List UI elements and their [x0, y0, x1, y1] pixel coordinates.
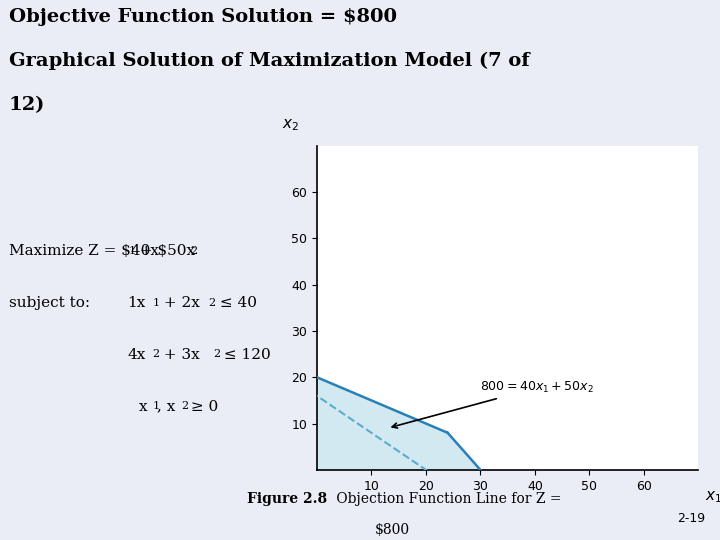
- Text: $800: $800: [375, 523, 410, 537]
- Text: 2: 2: [213, 349, 220, 360]
- Text: Figure 2.8: Figure 2.8: [247, 492, 327, 506]
- Text: + 3x: + 3x: [158, 348, 199, 362]
- Text: 1: 1: [153, 401, 160, 411]
- Text: subject to:: subject to:: [9, 296, 90, 310]
- Text: 1: 1: [153, 298, 160, 308]
- Text: ≤ 40: ≤ 40: [215, 296, 257, 310]
- Text: ≤ 120: ≤ 120: [219, 348, 271, 362]
- Polygon shape: [317, 377, 480, 470]
- Text: 2: 2: [181, 401, 189, 411]
- Text: Maximize Z = $40x: Maximize Z = $40x: [9, 244, 159, 258]
- Text: $800 = 40x_1 + 50x_2$: $800 = 40x_1 + 50x_2$: [392, 380, 594, 428]
- Text: x: x: [139, 400, 148, 414]
- Text: 4x: 4x: [127, 348, 145, 362]
- Text: 1x: 1x: [127, 296, 145, 310]
- Text: 1: 1: [128, 246, 135, 256]
- Text: 2: 2: [209, 298, 216, 308]
- Text: Objective Function Solution = $800: Objective Function Solution = $800: [9, 8, 397, 26]
- Text: ≥ 0: ≥ 0: [186, 400, 218, 414]
- Text: , x: , x: [157, 400, 176, 414]
- X-axis label: $x_1$: $x_1$: [705, 489, 720, 505]
- Text: Objection Function Line for Z =: Objection Function Line for Z =: [331, 492, 561, 506]
- Text: + $50x: + $50x: [135, 244, 194, 258]
- Text: 2: 2: [153, 349, 160, 360]
- Text: 2: 2: [190, 246, 197, 256]
- Text: 12): 12): [9, 96, 45, 114]
- Text: Graphical Solution of Maximization Model (7 of: Graphical Solution of Maximization Model…: [9, 52, 529, 70]
- Text: + 2x: + 2x: [158, 296, 199, 310]
- Text: 2-19: 2-19: [678, 512, 706, 525]
- Y-axis label: $x_2$: $x_2$: [282, 117, 299, 133]
